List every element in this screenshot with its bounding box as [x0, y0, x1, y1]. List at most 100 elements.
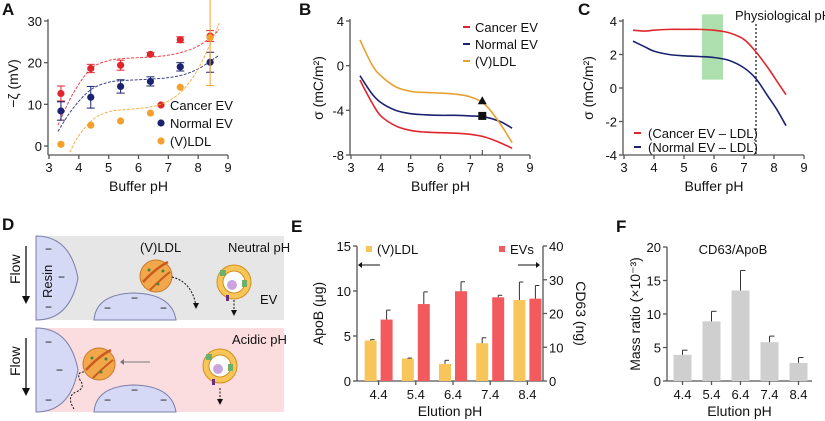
y-tick-label: -2 — [605, 115, 617, 130]
data-point — [57, 89, 65, 98]
bar — [673, 354, 692, 381]
right-arrowhead — [536, 262, 540, 268]
x-tick-label: 9 — [526, 160, 533, 175]
x-tick-label: 5 — [680, 160, 687, 175]
panel-letter-f: F — [616, 217, 626, 236]
highlight-band — [702, 14, 723, 80]
x-axis-label: Buffer pH — [685, 178, 744, 194]
svg-text:−: − — [45, 335, 52, 349]
data-point — [176, 63, 184, 71]
x-tick-label: 7 — [467, 160, 474, 175]
y-tick-label: -8 — [332, 148, 344, 163]
y-tick-label: 0 — [344, 374, 351, 389]
panel-a-chart: 3 4 5 6 7 8 9 0 10 20 30 Buffer pH −ζ (mV) Cancer EV N… — [5, 0, 233, 194]
legend-label: Normal EV — [475, 37, 538, 52]
y-tick-label: 5 — [654, 341, 661, 356]
y-tick-label-right: 0 — [549, 374, 556, 389]
y-tick-label: 0 — [610, 81, 617, 96]
y-tick-label: 15 — [647, 274, 661, 289]
legend-swatch-ev — [499, 246, 505, 252]
bar-ev — [455, 291, 467, 381]
legend-label: Normal EV — [170, 116, 233, 131]
resin-label: Resin — [40, 265, 55, 298]
panel-c-chart: 3 4 5 6 7 8 9 -4 -2 0 2 4 Buffer pH σ (mC/m²) Physiolo… — [580, 8, 825, 194]
x-tick-label: 4.4 — [673, 387, 691, 402]
vldl-particle-acidic — [82, 347, 116, 381]
triangle-marker — [477, 96, 487, 105]
x-tick-label: 3 — [45, 160, 52, 175]
x-tick-label: 6.4 — [444, 387, 462, 402]
x-tick-label: 7.4 — [760, 387, 778, 402]
flow-arrow-acidic — [22, 338, 30, 396]
x-tick-label: 7 — [165, 160, 172, 175]
legend-marker — [157, 137, 165, 145]
x-tick-label: 6 — [135, 160, 142, 175]
square-marker — [478, 111, 487, 120]
y-tick-label: 0 — [337, 59, 344, 74]
svg-text:−: − — [104, 393, 111, 407]
y-tick-label: 2 — [610, 48, 617, 63]
data-point — [176, 83, 184, 91]
bar-vldl — [476, 343, 489, 381]
y-axis-label-right: CD63 (ng) — [573, 281, 589, 346]
svg-text:−: − — [131, 291, 138, 305]
y-tick-label: 10 — [647, 307, 661, 322]
data-point — [117, 61, 125, 69]
released-apob-path — [70, 371, 85, 410]
x-tick-label: 5.4 — [407, 387, 425, 402]
bar-ev — [529, 298, 542, 381]
series-line-1 — [359, 75, 513, 129]
bar-vldl — [364, 340, 377, 381]
arrowhead — [217, 399, 223, 405]
x-axis-label: Buffer pH — [109, 178, 168, 194]
x-tick-label: 4 — [75, 160, 82, 175]
arrowhead — [231, 310, 237, 316]
series-line-0 — [632, 28, 787, 96]
data-point — [146, 50, 155, 58]
left-arrowhead — [358, 262, 362, 268]
resin-charges: − − − − − − − − − − − − — [45, 242, 167, 407]
vldl-particle-neutral — [139, 259, 173, 293]
x-tick-label: 5.4 — [702, 387, 720, 402]
x-tick-label: 6 — [710, 160, 717, 175]
ev-label: EV — [260, 292, 278, 307]
x-tick-label: 8.4 — [518, 387, 536, 402]
svg-text:−: − — [45, 300, 52, 314]
y-tick-label: 0 — [654, 374, 661, 389]
x-tick-label: 5 — [407, 160, 414, 175]
svg-text:−: − — [58, 270, 65, 284]
x-tick-label: 3 — [620, 160, 627, 175]
bar — [789, 362, 808, 381]
legend-label-vldl: (V)LDL — [377, 242, 418, 257]
y-axis-label: −ζ (mV) — [5, 59, 21, 108]
flow-label-acidic: Flow — [7, 346, 23, 376]
x-tick-label: 4 — [650, 160, 657, 175]
vldl-label: (V)LDL — [140, 240, 181, 255]
legend-label: (V)LDL — [170, 134, 211, 149]
svg-text:−: − — [131, 383, 138, 397]
y-axis-label: σ (mC/m²) — [580, 56, 596, 120]
x-tick-label: 7 — [740, 160, 747, 175]
data-point — [57, 140, 65, 148]
bar-vldl — [513, 300, 526, 381]
y-axis-label: σ (mC/m²) — [310, 56, 326, 120]
data-point — [117, 82, 125, 91]
arrowhead — [193, 303, 199, 309]
x-tick-label: 8 — [195, 160, 202, 175]
panel-e-chart: 0 5 10 15 0 10 20 30 40 4.4 5.4 6.4 7.4 8.4 Elution pH… — [310, 239, 589, 419]
series-line-0 — [359, 79, 513, 150]
resin-bead-left-acidic — [35, 327, 79, 413]
x-axis-label: Buffer pH — [411, 178, 470, 194]
y-tick-label-right: 10 — [549, 340, 563, 355]
y-tick-label: 15 — [337, 239, 351, 254]
x-tick-label: 4.4 — [370, 387, 388, 402]
x-tick-label: 9 — [224, 160, 231, 175]
y-tick-label: 4 — [610, 14, 617, 29]
x-tick-label: 7.4 — [481, 387, 499, 402]
acidic-ph-label: Acidic pH — [232, 332, 287, 347]
data-point — [87, 121, 95, 129]
resin-bead-bottom-neutral — [93, 292, 177, 321]
svg-text:−: − — [160, 393, 167, 407]
neutral-ph-label: Neutral pH — [228, 240, 290, 255]
